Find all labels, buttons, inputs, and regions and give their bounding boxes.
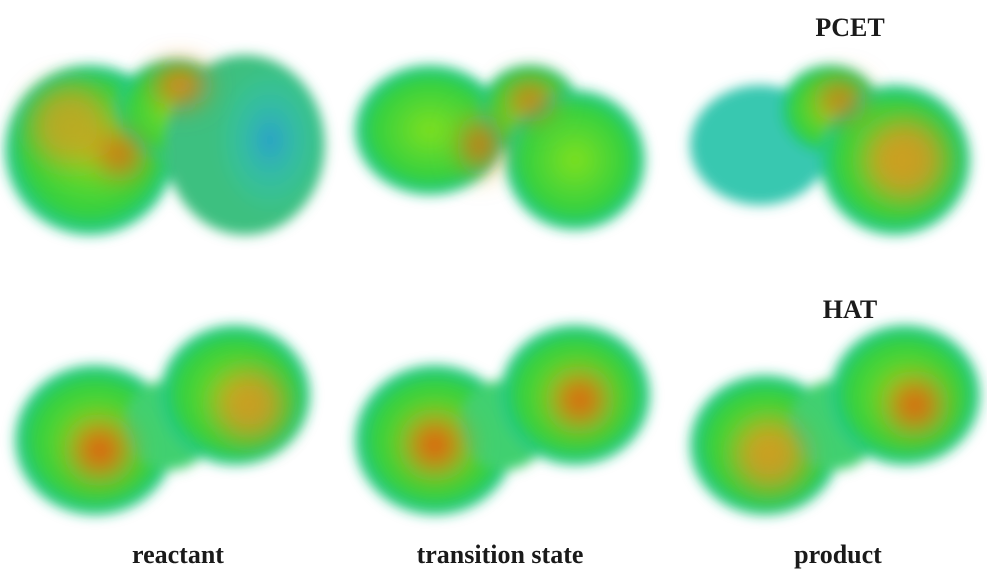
column-label: transition state — [417, 540, 584, 569]
figure: PCET HAT reactant transition state produ… — [0, 0, 987, 571]
column-label: product — [794, 540, 882, 569]
row-label: HAT — [823, 295, 877, 324]
column-label: reactant — [132, 540, 224, 569]
row-label: PCET — [815, 13, 884, 42]
